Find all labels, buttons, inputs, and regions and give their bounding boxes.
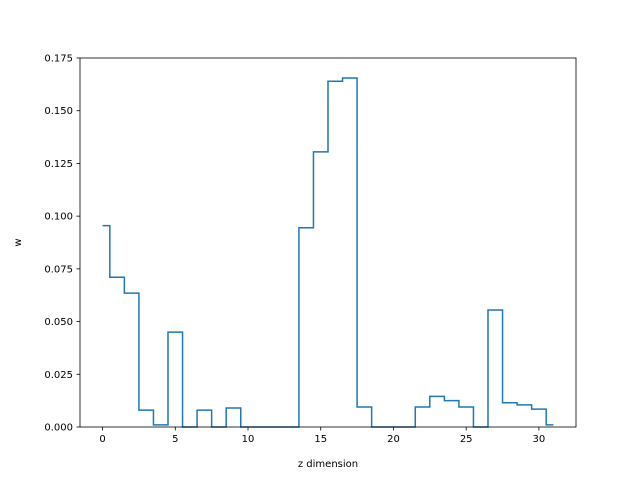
y-tick-label: 0.100 [44,212,73,223]
x-tick-label: 20 [387,434,400,445]
y-tick-label: 0.175 [44,54,73,65]
y-axis-label: w [13,238,24,246]
y-tick-label: 0.050 [44,317,73,328]
x-tick-label: 10 [242,434,255,445]
plot-frame [79,57,577,428]
x-tick-label: 25 [460,434,473,445]
x-tick-label: 5 [172,434,178,445]
x-tick-label: 15 [314,434,327,445]
x-tick-label: 0 [99,434,105,445]
y-tick-label: 0.125 [44,159,73,170]
x-tick-label: 30 [533,434,546,445]
y-axis-ticks: 0.000 0.025 0.050 0.075 0.100 0.125 0.150 0.175 [44,54,80,434]
y-tick-label: 0.000 [44,423,73,434]
y-tick-label: 0.075 [44,264,73,275]
y-tick-label: 0.025 [44,370,73,381]
series-step-line [102,77,554,428]
y-tick-label: 0.150 [44,106,73,117]
x-axis-label: z dimension [298,459,358,470]
